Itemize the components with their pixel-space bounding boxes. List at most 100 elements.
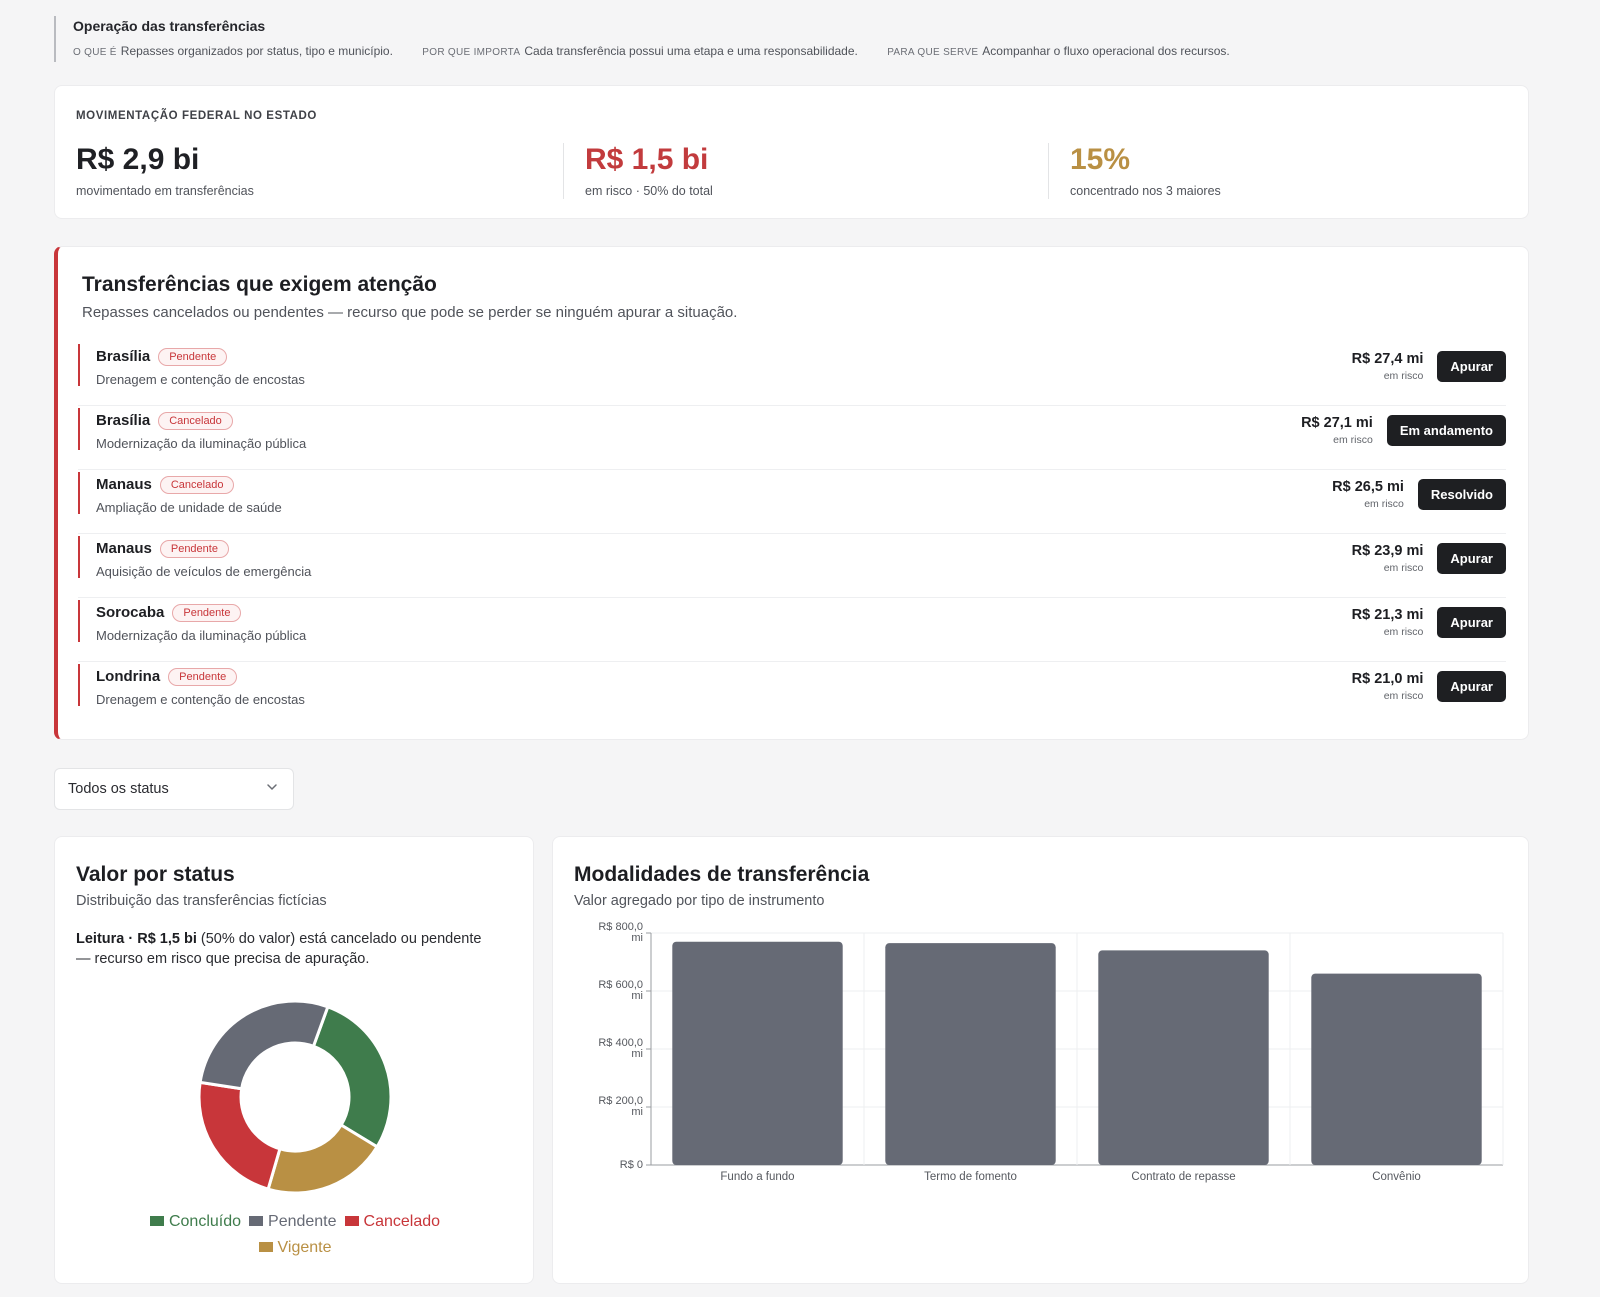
- row-city: Brasília Cancelado: [96, 412, 233, 430]
- donut-slice-concluido[interactable]: [311, 1004, 393, 1149]
- row-city-name: Londrina: [96, 668, 161, 685]
- modality-card-title: Modalidades de transferência: [574, 863, 870, 886]
- y-tick-label: R$ 400,0 mi: [598, 1037, 643, 1060]
- row-amount-label: em risco: [1383, 561, 1424, 574]
- purpose-value: Acompanhar o fluxo operacional dos recur…: [982, 44, 1230, 58]
- kpi-value: R$ 2,9 bi: [76, 143, 200, 176]
- y-tick-label: R$ 200,0 mi: [598, 1095, 643, 1118]
- why-value: Cada transferência possui uma etapa e um…: [524, 44, 858, 58]
- row-amount-label: em risco: [1364, 497, 1404, 510]
- status-badge: Pendente: [158, 348, 228, 366]
- legend-item[interactable]: Vigente: [258, 1235, 331, 1261]
- x-tick-label: Convênio: [1372, 1171, 1421, 1183]
- row-project: Modernização da iluminação pública: [96, 628, 307, 643]
- modality-bar-chart: R$ 0 R$ 200,0 mi R$ 400,0 mi R$ 600,0 mi R$ 800…: [598, 921, 1504, 1183]
- kpi-concentration: 15% concentrado nos 3 maiores: [1070, 142, 1221, 200]
- row-project: Ampliação de unidade de saúde: [96, 500, 282, 515]
- attention-description: Repasses cancelados ou pendentes — recur…: [82, 304, 738, 321]
- kpi-label: movimentado em transferências: [76, 184, 254, 198]
- page-explainer: Operação das transferências O QUE É Repas…: [54, 16, 1494, 62]
- status-filter-value: Todos os status: [68, 781, 169, 797]
- row-project: Drenagem e contenção de encostas: [96, 372, 305, 387]
- status-card-title: Valor por status: [76, 863, 235, 886]
- status-badge: Pendente: [159, 540, 229, 558]
- row-project: Drenagem e contenção de encostas: [96, 692, 305, 707]
- purpose-key: PARA QUE SERVE: [887, 47, 979, 58]
- row-amount: R$ 27,1 mi em risco: [1301, 415, 1373, 446]
- row-city: Londrina Pendente: [96, 668, 238, 686]
- status-badge: Pendente: [168, 668, 238, 686]
- row-accent-bar: [78, 600, 80, 642]
- kpi-label: concentrado nos 3 maiores: [1070, 184, 1221, 198]
- row-accent-bar: [78, 344, 80, 386]
- donut-slice-pendente[interactable]: [198, 999, 330, 1091]
- donut-slice-cancelado[interactable]: [197, 1080, 282, 1192]
- row-amount-value: R$ 27,4 mi: [1351, 350, 1424, 367]
- bar-3: [1311, 973, 1482, 1165]
- kpi-value: 15%: [1070, 143, 1131, 176]
- attention-row: Brasília Cancelado Modernização da ilumina…: [78, 406, 1506, 470]
- row-accent-bar: [78, 472, 80, 514]
- attention-title: Transferências que exigem atenção: [82, 273, 437, 296]
- legend-item[interactable]: Cancelado: [344, 1209, 440, 1235]
- kpi-card: MOVIMENTAÇÃO FEDERAL NO ESTADO R$ 2,9 bi…: [54, 85, 1529, 219]
- kpi-value: R$ 1,5 bi: [585, 143, 709, 176]
- row-accent-bar: [78, 536, 80, 578]
- row-action-button[interactable]: Apurar: [1437, 606, 1506, 638]
- kpi-label: em risco · 50% do total: [585, 184, 713, 198]
- row-accent-bar: [78, 664, 80, 706]
- status-filter-select[interactable]: Todos os status: [54, 768, 294, 810]
- attention-row: Londrina Pendente Drenagem e contenção de …: [78, 662, 1506, 726]
- why-key: POR QUE IMPORTA: [422, 47, 521, 58]
- legend-item[interactable]: Concluído: [149, 1209, 241, 1235]
- row-amount: R$ 26,5 mi em risco: [1332, 479, 1404, 510]
- row-action-button[interactable]: Apurar: [1437, 542, 1506, 574]
- kpi-total: R$ 2,9 bi movimentado em transferências: [76, 142, 254, 200]
- row-action-button[interactable]: Resolvido: [1417, 478, 1506, 510]
- row-amount-label: em risco: [1333, 433, 1373, 446]
- row-city-name: Manaus: [96, 476, 152, 493]
- reading-text: (50% do valor) está cancelado ou pendent…: [76, 931, 482, 967]
- chevron-down-icon: [267, 784, 277, 791]
- row-amount-value: R$ 21,0 mi: [1351, 670, 1424, 687]
- row-action-button[interactable]: Apurar: [1437, 350, 1506, 382]
- row-amount-label: em risco: [1383, 689, 1424, 702]
- legend-item[interactable]: Pendente: [249, 1209, 337, 1235]
- modality-card: Modalidades de transferência Valor agreg…: [552, 836, 1529, 1284]
- bar-2: [1098, 950, 1269, 1165]
- row-city: Manaus Pendente: [96, 540, 229, 558]
- row-amount: R$ 21,3 mi em risco: [1352, 607, 1424, 638]
- row-city-name: Sorocaba: [96, 604, 165, 621]
- row-amount: R$ 27,4 mi em risco: [1352, 351, 1424, 382]
- legend-swatch: [149, 1216, 164, 1226]
- x-tick-label: Contrato de repasse: [1131, 1171, 1235, 1183]
- row-amount-value: R$ 27,1 mi: [1301, 414, 1373, 431]
- what-value: Repasses organizados por status, tipo e …: [120, 44, 393, 58]
- attention-row: Brasília Pendente Drenagem e contenção de …: [78, 342, 1506, 406]
- status-donut-chart: [197, 999, 393, 1195]
- status-card: Valor por status Distribuição das transf…: [54, 836, 534, 1284]
- page-title: Operação das transferências: [73, 18, 266, 34]
- y-tick-label: R$ 800,0 mi: [598, 921, 643, 944]
- reading-label: Leitura ·: [76, 931, 134, 947]
- row-action-button[interactable]: Em andamento: [1386, 414, 1506, 446]
- x-tick-label: Termo de fomento: [924, 1171, 1017, 1183]
- attention-row: Sorocaba Pendente Modernização da iluminaç…: [78, 598, 1506, 662]
- kpi-divider: [563, 143, 564, 199]
- row-amount-label: em risco: [1383, 625, 1424, 638]
- bar-0: [672, 941, 843, 1165]
- row-city-name: Brasília: [96, 348, 151, 365]
- donut-slice-vigente[interactable]: [266, 1122, 380, 1195]
- row-project: Aquisição de veículos de emergência: [96, 564, 312, 579]
- x-tick-label: Fundo a fundo: [720, 1171, 794, 1183]
- what-key: O QUE É: [73, 47, 117, 58]
- row-action-button[interactable]: Apurar: [1437, 670, 1506, 702]
- row-city-name: Manaus: [96, 540, 152, 557]
- purpose-group: PARA QUE SERVE Acompanhar o fluxo operaci…: [887, 44, 1230, 58]
- kpi-risk: R$ 1,5 bi em risco · 50% do total: [585, 142, 713, 200]
- kpi-divider: [1048, 143, 1049, 199]
- row-amount-value: R$ 21,3 mi: [1351, 606, 1424, 623]
- kpi-eyebrow: MOVIMENTAÇÃO FEDERAL NO ESTADO: [76, 110, 317, 122]
- attention-row: Manaus Cancelado Ampliação de unidade de s…: [78, 470, 1506, 534]
- what-group: O QUE É Repasses organizados por status, …: [73, 44, 393, 58]
